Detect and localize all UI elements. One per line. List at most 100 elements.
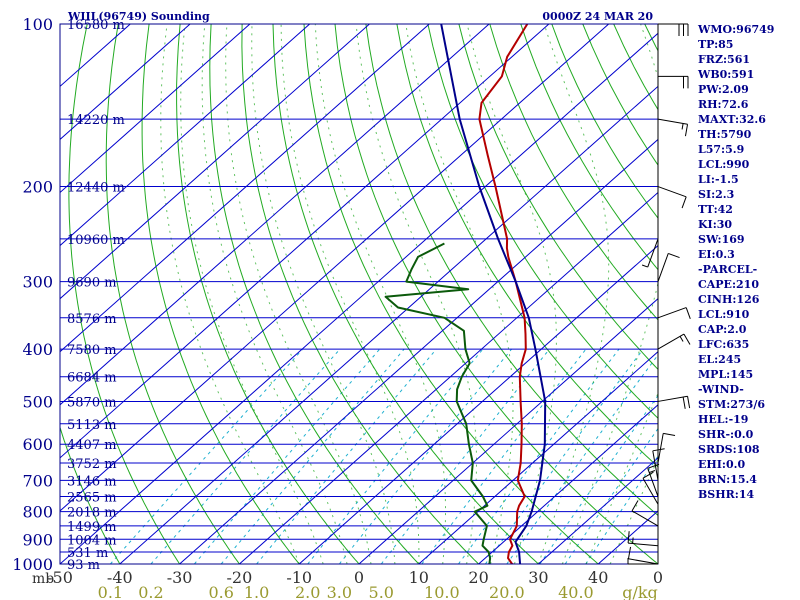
mixing-ratio-line (564, 427, 658, 564)
index-line: LI:-1.5 (698, 173, 739, 186)
height-label: 14220 m (67, 113, 125, 128)
index-line: SHR-:0.0 (698, 428, 754, 441)
wind-barb (657, 333, 691, 350)
wind-barb-feather (649, 470, 656, 474)
mixing-ratio-label: 10.0 (424, 583, 460, 600)
wind-barb-feather (683, 333, 691, 345)
height-label: 1499 m (67, 520, 117, 535)
wind-barb-feather (682, 396, 686, 409)
wind-barb-feather (641, 264, 648, 268)
wind-barb (657, 252, 680, 282)
wind-barb-feather (681, 123, 684, 130)
index-line: EL:245 (698, 353, 742, 366)
mixing-ratio-line (380, 348, 550, 564)
height-label: 5113 m (67, 418, 117, 433)
pressure-tick-label: 800 (22, 503, 53, 522)
wind-barb-staff (647, 238, 659, 268)
temperature-tick-label: -30 (167, 568, 193, 587)
wind-barb-feather (632, 537, 634, 544)
wind-barb (641, 238, 659, 268)
mixing-ratio-label: 0.2 (138, 583, 163, 600)
index-line: EHI:0.0 (698, 458, 746, 471)
height-label: 9690 m (67, 276, 117, 291)
wind-barb-feather (681, 196, 687, 209)
index-line: CAPE:210 (698, 278, 759, 291)
isotherm-line (60, 24, 610, 512)
height-label: 7580 m (67, 343, 117, 358)
index-line: HEL:-19 (698, 413, 749, 426)
height-label: 2565 m (67, 491, 117, 506)
isotherm-line (538, 457, 658, 564)
index-line: LCL:990 (698, 158, 750, 171)
index-line: SRDS:108 (698, 443, 760, 456)
index-line: EI:0.3 (698, 248, 735, 261)
wind-barb (657, 432, 676, 464)
wind-barbs (627, 23, 691, 565)
moist-adiabat (225, 24, 372, 564)
isotherm-line (298, 244, 658, 564)
wind-barb-feather (663, 432, 676, 437)
height-label: 1004 m (67, 533, 117, 548)
index-line: WB0:591 (698, 68, 755, 81)
mixing-ratio-unit-label: g/kg (622, 583, 658, 600)
height-label: 10960 m (67, 233, 125, 248)
index-line: FRZ:561 (698, 53, 751, 66)
wind-barb (627, 546, 659, 565)
isotherm-line (60, 24, 550, 459)
isotherm-line (418, 351, 658, 564)
wind-barb-staff (642, 477, 659, 505)
height-label: 12440 m (67, 181, 125, 196)
index-line: LCL:910 (698, 308, 750, 321)
temperature-tick-label: 10 (409, 568, 429, 587)
station-title: WIIL(96749) Sounding (67, 10, 210, 23)
isotherm-line (60, 24, 370, 300)
wind-barb (647, 463, 660, 497)
height-label: 6684 m (67, 371, 117, 386)
time-label: 0000Z 24 MAR 20 (542, 10, 653, 23)
height-label: 3752 m (67, 457, 117, 472)
pressure-tick-label: 300 (22, 273, 53, 292)
wind-barb (627, 558, 658, 565)
index-line: SI:2.3 (698, 188, 735, 201)
wind-barb (627, 531, 659, 547)
index-line: -WIND- (698, 383, 744, 396)
height-label: 4407 m (67, 438, 117, 453)
wind-barb-staff (647, 468, 659, 497)
isotherm-line (358, 297, 658, 564)
isotherm-line (60, 24, 251, 194)
parcel-profile-line (440, 24, 547, 564)
height-label: 3146 m (67, 474, 117, 489)
mixing-ratio-label: 0.6 (208, 583, 233, 600)
index-line: SW:169 (698, 233, 745, 246)
index-line: BSHR:14 (698, 488, 755, 501)
index-line: CAP:2.0 (698, 323, 747, 336)
index-line: PW:2.09 (698, 83, 749, 96)
pressure-tick-label: 1000 (12, 555, 53, 574)
wind-barb-staff (628, 542, 659, 547)
pressure-tick-label: 600 (22, 435, 53, 454)
temperature-tick-label: 0 (653, 568, 663, 587)
temperature-tick-label: 0 (354, 568, 364, 587)
wind-barb (657, 118, 689, 137)
pressure-tick-label: 200 (22, 178, 53, 197)
pressure-tick-label: 100 (22, 15, 53, 34)
wind-barb-staff (657, 307, 687, 319)
mixing-ratio-label: 0.1 (98, 583, 123, 600)
wind-barb-feather (684, 124, 689, 137)
wind-barb (657, 307, 691, 319)
dry-adiabat (105, 24, 240, 564)
index-line: KI:30 (698, 218, 733, 231)
wind-barb-feather (668, 252, 680, 259)
mixing-ratio-label: 2.0 (295, 583, 320, 600)
height-label: 8576 m (67, 312, 117, 327)
index-line: STM:273/6 (698, 398, 765, 411)
mixing-ratio-label: 20.0 (489, 583, 525, 600)
index-line: BRN:15.4 (698, 473, 757, 486)
height-label: 5870 m (67, 395, 117, 410)
mixing-ratio-line (421, 348, 587, 564)
dry-adiabat (176, 24, 360, 564)
isotherm-line (60, 24, 430, 353)
wind-barb-feather (627, 531, 630, 544)
